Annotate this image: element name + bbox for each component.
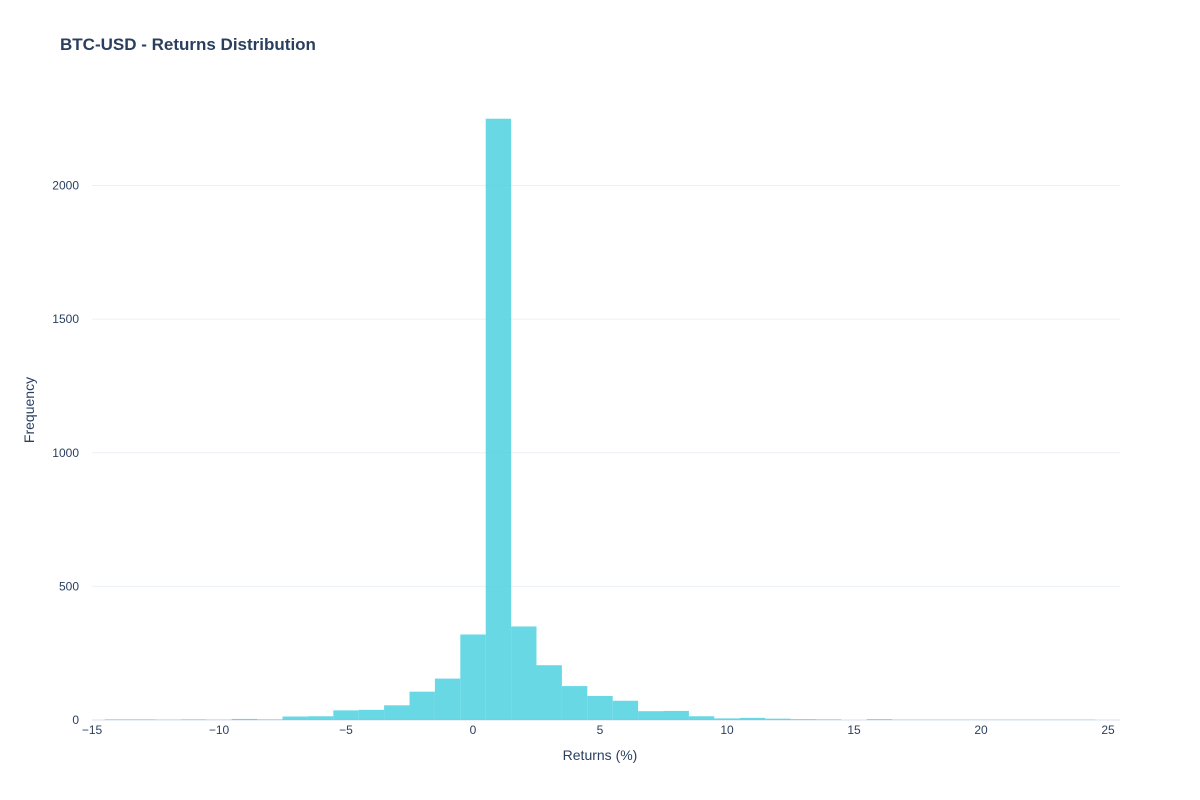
histogram-bar: [130, 719, 156, 720]
histogram-bar: [434, 678, 461, 720]
x-axis-ticks: −15 −10 −5 0 5 10 15 20 25: [82, 723, 1115, 737]
histogram-bar: [815, 719, 842, 720]
histogram-bar: [612, 700, 639, 720]
y-axis-label: Frequency: [21, 377, 37, 443]
x-tick-label: 10: [720, 723, 734, 737]
histogram-bar: [688, 716, 715, 720]
histogram-bar: [231, 718, 258, 720]
histogram-bar: [536, 665, 562, 720]
y-tick-label: 1500: [52, 312, 79, 326]
x-tick-label: 25: [1101, 723, 1115, 737]
y-axis-ticks: 0 500 1000 1500 2000: [52, 179, 79, 727]
histogram-bar: [409, 691, 435, 720]
histogram-bar: [333, 710, 359, 720]
histogram-bar: [638, 711, 664, 720]
y-tick-label: 2000: [52, 179, 79, 193]
x-tick-label: −5: [339, 723, 353, 737]
x-tick-label: 5: [597, 723, 604, 737]
gridlines: [92, 185, 1120, 721]
histogram-bar: [282, 716, 308, 720]
y-tick-label: 0: [72, 713, 79, 727]
x-tick-label: 15: [847, 723, 861, 737]
histogram-bar: [104, 719, 131, 720]
histogram-bar: [790, 719, 816, 720]
histogram-bar: [307, 716, 334, 720]
histogram-bar: [765, 718, 791, 720]
histogram-bar: [384, 705, 410, 720]
histogram-bar: [587, 695, 613, 720]
x-tick-label: 20: [974, 723, 988, 737]
histogram-bar: [180, 719, 207, 720]
chart-title: BTC-USD - Returns Distribution: [60, 35, 316, 54]
x-tick-label: −10: [209, 723, 230, 737]
bars: [104, 118, 1096, 721]
x-tick-label: 0: [470, 723, 477, 737]
histogram-bar: [866, 719, 893, 720]
histogram-bar: [257, 719, 283, 720]
histogram-bar: [561, 686, 588, 720]
histogram-bar: [485, 118, 512, 721]
x-axis-label: Returns (%): [563, 747, 638, 763]
histogram-bar: [663, 710, 689, 720]
histogram-bar: [460, 634, 486, 720]
histogram-bar: [358, 709, 385, 720]
y-tick-label: 1000: [52, 446, 79, 460]
y-tick-label: 500: [59, 579, 79, 593]
x-tick-label: −15: [82, 723, 103, 737]
histogram-bar: [739, 717, 766, 720]
histogram-bar: [511, 626, 537, 720]
histogram-bar: [714, 718, 740, 720]
